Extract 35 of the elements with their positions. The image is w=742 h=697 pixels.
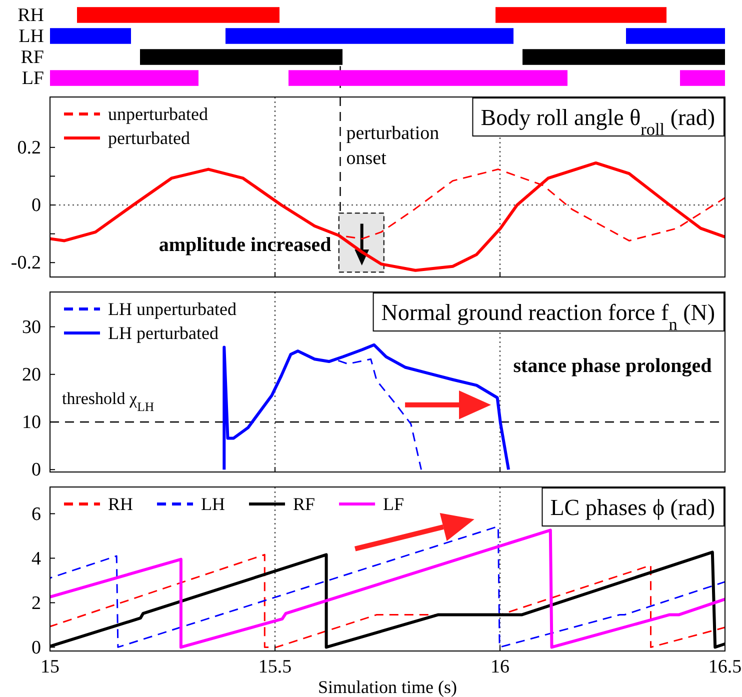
chart-title: LC phases ϕ (rad): [550, 495, 715, 520]
y-tick-label: 0: [32, 195, 41, 216]
legend-label: unperturbated: [108, 104, 208, 124]
legend-label: LH perturbated: [108, 323, 218, 343]
y-tick-label: LH: [18, 26, 44, 48]
y-tick-label: -0.2: [10, 252, 41, 274]
y-tick-label: 0: [32, 460, 41, 481]
y-tick-label: 0.2: [17, 137, 41, 158]
legend-label: RF: [293, 494, 316, 514]
x-tick-label: 15.5: [258, 656, 292, 678]
y-tick-label: 30: [22, 316, 41, 338]
text: Normal ground reaction force f$_{n}$ (N): [381, 300, 715, 334]
y-tick-label: 2: [32, 592, 41, 614]
legend-label: RH: [108, 494, 134, 514]
text: Body roll angle θ$_{roll}$ (rad): [480, 105, 715, 138]
legend-label: LH unperturbated: [108, 299, 236, 319]
y-tick-label: 20: [22, 364, 41, 386]
y-tick-label: 4: [32, 548, 42, 570]
y-tick-label: 10: [22, 412, 41, 434]
x-tick-label: 15: [40, 656, 60, 678]
legend-label: LH: [201, 494, 226, 514]
x-axis-title: Simulation time (s): [318, 677, 457, 697]
y-tick-label: 0: [32, 637, 41, 658]
y-tick-label: RF: [20, 47, 44, 68]
x-tick-label: 16.5: [708, 656, 742, 678]
ref-line-label: perturbation onset: [346, 123, 440, 169]
x-tick-label: 16: [490, 656, 510, 678]
annotation: amplitude increased: [158, 234, 332, 256]
y-tick-label: RH: [18, 5, 44, 26]
legend-label: perturbated: [108, 128, 190, 148]
annotation: stance phase prolonged: [513, 355, 712, 377]
ref-line-label: threshold χ$_{LH}$: [62, 389, 154, 414]
y-tick-label: 6: [32, 504, 41, 525]
legend-label: LF: [383, 494, 404, 514]
y-tick-label: LF: [22, 68, 44, 90]
